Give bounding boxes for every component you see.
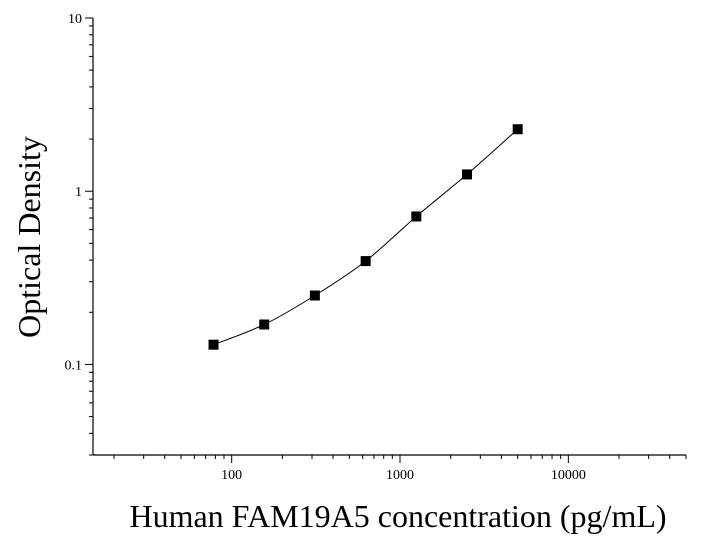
ticks (85, 17, 687, 463)
tick-labels: 100 1000 10000 0.1 1 10 (65, 12, 586, 483)
data-point-marker (512, 124, 523, 135)
data-point-marker (208, 339, 219, 350)
data-point-marker (259, 319, 270, 330)
data-point-marker (309, 290, 320, 301)
x-tick-label: 100 (221, 468, 242, 483)
data-point-marker (411, 211, 422, 222)
y-tick-label: 0.1 (65, 358, 83, 373)
fit-curve (213, 128, 519, 346)
x-axis-title: Human FAM19A5 concentration (pg/mL) (129, 498, 666, 534)
y-tick-label: 10 (68, 12, 82, 27)
x-tick-label: 10000 (551, 468, 586, 483)
y-tick-label: 1 (75, 185, 82, 200)
data-point-marker (360, 256, 371, 267)
y-axis-title: Optical Density (11, 136, 47, 338)
data-points (208, 124, 523, 350)
axes (92, 18, 686, 456)
data-point-marker (462, 169, 472, 180)
x-tick-label: 1000 (386, 468, 414, 483)
